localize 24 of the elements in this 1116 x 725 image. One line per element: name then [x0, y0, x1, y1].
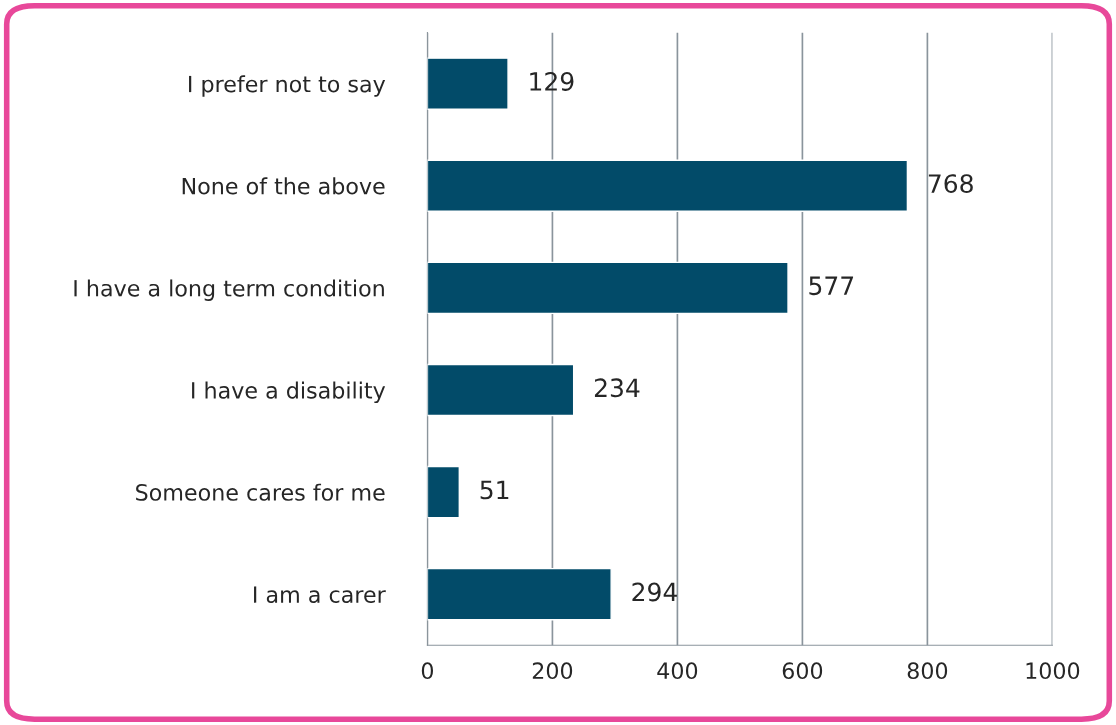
x-tick-label: 0 [421, 662, 434, 680]
y-tick-label: Someone cares for me [136, 483, 385, 501]
bar [427, 261, 789, 315]
data-label: 577 [809, 276, 854, 296]
y-tick-label: I am a carer [254, 586, 386, 603]
x-tick-label: 200 [532, 662, 573, 680]
data-label: 51 [480, 480, 509, 500]
x-tick-label: 600 [782, 662, 823, 680]
x-tick-label: 400 [657, 662, 698, 680]
bar [427, 159, 909, 213]
data-label: 234 [594, 378, 640, 398]
bar [427, 465, 460, 519]
y-tick-label: I have a long term condition [74, 279, 384, 301]
data-label: 294 [632, 582, 677, 602]
data-label: 129 [530, 72, 574, 91]
x-tick-label: 800 [907, 662, 948, 680]
y-tick-label: I prefer not to say [189, 75, 386, 97]
data-label: 768 [928, 174, 973, 194]
bar [427, 567, 612, 621]
x-tick-label: 1000 [1026, 662, 1080, 680]
bar [427, 57, 509, 110]
y-tick-label: None of the above [182, 177, 385, 195]
y-tick-label: I have a disability [192, 381, 386, 404]
bar [427, 363, 575, 417]
